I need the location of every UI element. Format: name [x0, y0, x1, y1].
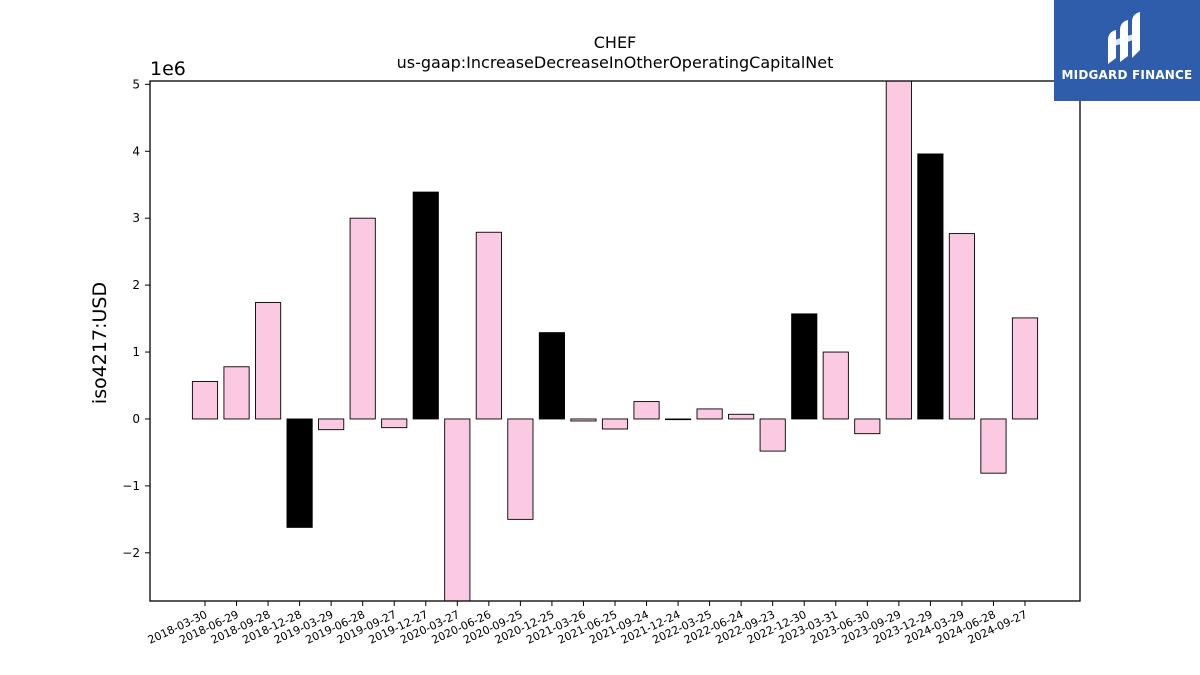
y-axis-label: iso4217:USD [89, 282, 111, 404]
bar-2024-09-27 [1011, 317, 1039, 420]
y-offset-label: 1e6 [150, 58, 186, 80]
y-tick-label: 4 [132, 144, 140, 158]
bar-2019-09-27 [381, 418, 408, 429]
bar-2021-09-24 [633, 401, 660, 420]
bar-2023-09-29 [885, 80, 912, 420]
bar-2019-06-28 [349, 217, 376, 420]
x-ticks-group: 2018-03-302018-06-292018-09-282018-12-28… [146, 601, 1029, 647]
y-tick-label: −1 [122, 479, 140, 493]
chart-subtitle: us-gaap:IncreaseDecreaseInOtherOperating… [397, 53, 834, 72]
bar-2020-09-25 [507, 418, 534, 520]
y-tick-label: 0 [132, 412, 140, 426]
bar-2022-12-30 [791, 313, 818, 420]
bar-2018-09-28 [255, 302, 282, 420]
y-tick-label: −2 [122, 546, 140, 560]
bar-2020-03-27 [444, 418, 471, 602]
bar-2022-06-24 [728, 413, 755, 420]
bar-2018-03-30 [191, 381, 219, 420]
bar-2022-09-23 [759, 418, 786, 452]
y-tick-label: 3 [132, 211, 140, 225]
midgard-logo-icon [1108, 12, 1140, 64]
y-tick-label: 2 [132, 278, 140, 292]
bar-2020-06-26 [475, 231, 502, 420]
bars-group [191, 80, 1039, 602]
bar-2019-03-29 [318, 418, 345, 431]
plot-frame [149, 80, 1081, 602]
y-tick-label: 5 [132, 77, 140, 91]
bar-2021-12-24 [665, 418, 692, 421]
bar-2019-12-27 [412, 191, 439, 420]
y-tick-label: 1 [132, 345, 140, 359]
bar-2018-06-29 [223, 366, 250, 420]
brand-logo: MIDGARD FINANCE [1054, 0, 1200, 101]
bar-2021-03-26 [570, 418, 597, 422]
bar-2022-03-25 [696, 408, 723, 420]
bar-2024-06-28 [980, 418, 1007, 474]
bar-2020-12-25 [538, 332, 565, 420]
bar-2024-03-29 [948, 233, 975, 420]
bar-2018-12-28 [286, 418, 313, 528]
bar-2021-06-25 [601, 418, 629, 430]
logo-text: MIDGARD FINANCE [1061, 68, 1193, 82]
chart-title: CHEF [594, 33, 637, 52]
y-ticks-group: −2 −1 0 1 2 3 4 5 [122, 77, 150, 560]
bar-2023-03-31 [822, 351, 849, 420]
bar-2023-06-30 [854, 418, 881, 435]
bar-2023-12-29 [917, 153, 944, 420]
